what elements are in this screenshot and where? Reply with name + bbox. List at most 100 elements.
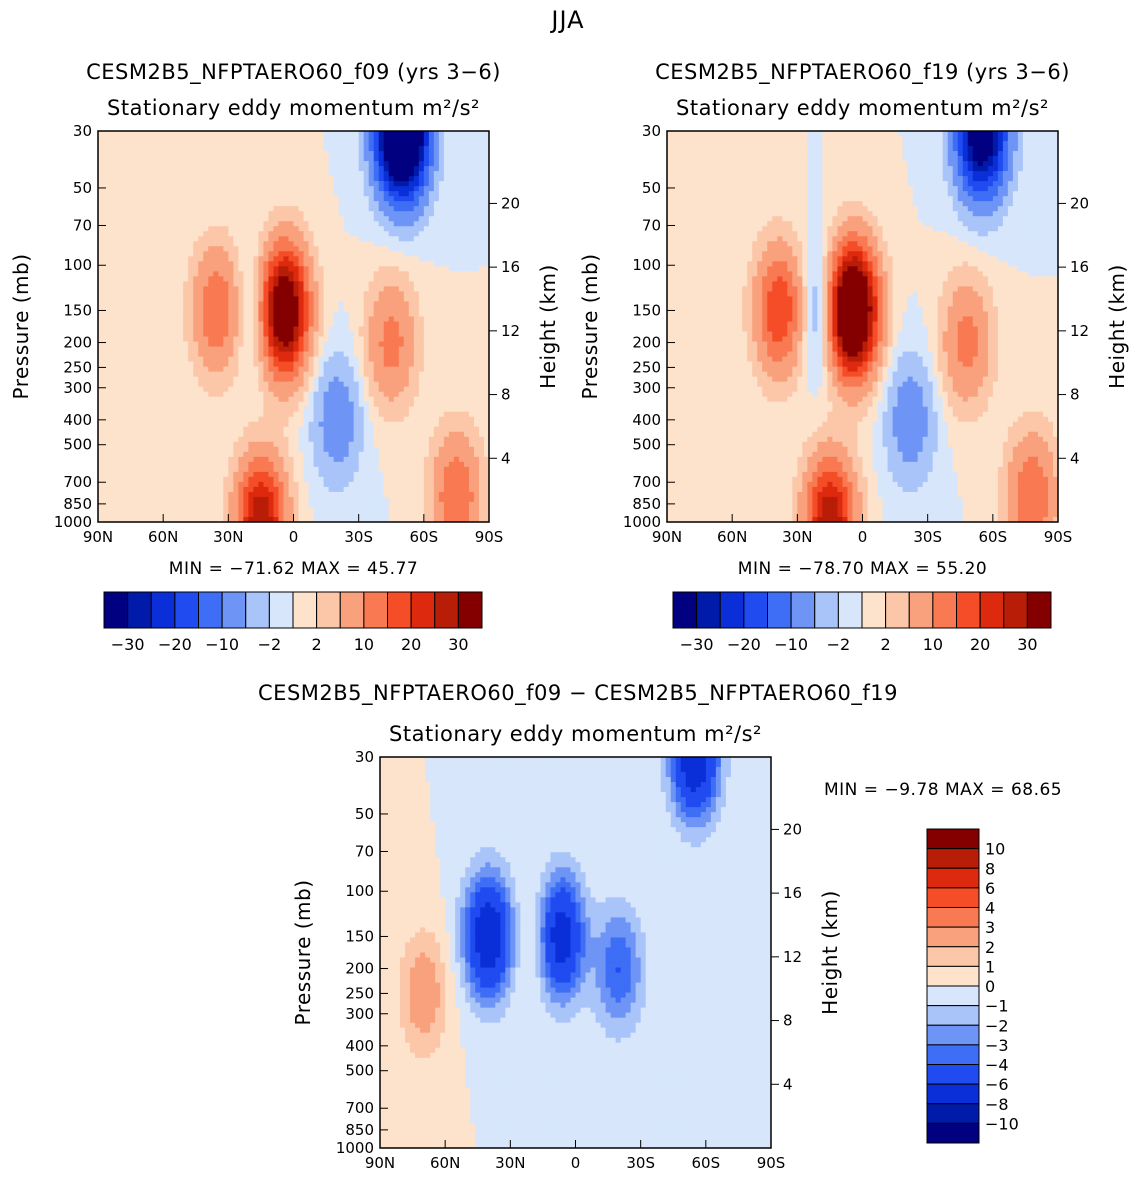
contour-cell bbox=[473, 431, 480, 438]
contour-cell bbox=[213, 431, 219, 438]
contour-cell bbox=[313, 191, 320, 197]
contour-cell bbox=[173, 341, 179, 348]
contour-cell bbox=[408, 191, 415, 197]
contour-cell bbox=[298, 211, 305, 217]
contour-cell bbox=[113, 176, 119, 182]
contour-cell bbox=[378, 271, 385, 277]
contour-cell bbox=[343, 331, 350, 338]
contour-cell bbox=[258, 191, 265, 197]
contour-cell bbox=[348, 226, 355, 232]
contour-cell bbox=[313, 346, 320, 353]
contour-cell bbox=[193, 236, 199, 242]
contour-cell bbox=[328, 201, 335, 207]
contour-cell bbox=[223, 316, 229, 323]
contour-cell bbox=[258, 406, 265, 413]
contour-cell bbox=[378, 156, 385, 162]
contour-cell bbox=[298, 181, 305, 187]
contour-cell bbox=[313, 266, 320, 272]
contour-cell bbox=[308, 341, 315, 348]
contour-cell bbox=[118, 291, 124, 298]
contour-cell bbox=[173, 406, 179, 413]
contour-cell bbox=[483, 361, 489, 368]
contour-cell bbox=[203, 386, 209, 393]
contour-cell bbox=[208, 346, 214, 353]
contour-cell bbox=[138, 136, 144, 142]
contour-cell bbox=[248, 401, 254, 408]
contour-cell bbox=[278, 376, 285, 383]
contour-cell bbox=[253, 356, 260, 363]
contour-cell bbox=[128, 406, 134, 413]
contour-cell bbox=[443, 151, 450, 157]
contour-cell bbox=[298, 306, 305, 313]
contour-cell bbox=[98, 211, 104, 217]
contour-cell bbox=[293, 221, 300, 227]
contour-cell bbox=[158, 301, 164, 308]
contour-cell bbox=[233, 166, 239, 172]
contour-cell bbox=[318, 286, 325, 293]
contour-cell bbox=[468, 356, 475, 363]
contour-cell bbox=[278, 176, 285, 182]
contour-cell bbox=[433, 421, 440, 428]
contour-cell bbox=[123, 201, 129, 207]
contour-cell bbox=[183, 366, 189, 373]
contour-cell bbox=[198, 316, 204, 323]
contour-cell bbox=[443, 436, 450, 443]
contour-cell bbox=[478, 401, 485, 408]
contour-cell bbox=[98, 321, 104, 328]
contour-cell bbox=[383, 431, 390, 438]
contour-cell bbox=[403, 276, 410, 282]
contour-cell bbox=[228, 256, 234, 262]
contour-cell bbox=[323, 301, 330, 308]
contour-cell bbox=[383, 186, 390, 192]
contour-cell bbox=[423, 231, 430, 237]
contour-cell bbox=[433, 136, 440, 142]
contour-cell bbox=[223, 331, 229, 338]
contour-cell bbox=[463, 151, 470, 157]
contour-cell bbox=[218, 426, 224, 433]
contour-cell bbox=[158, 426, 164, 433]
contour-cell bbox=[423, 211, 430, 217]
contour-cell bbox=[263, 351, 270, 358]
contour-cell bbox=[428, 311, 435, 318]
contour-cell bbox=[388, 331, 395, 338]
contour-cell bbox=[438, 396, 445, 403]
contour-cell bbox=[393, 336, 400, 343]
contour-cell bbox=[233, 426, 239, 433]
contour-cell bbox=[163, 286, 169, 293]
contour-cell bbox=[333, 366, 340, 373]
contour-cell bbox=[133, 281, 139, 287]
contour-cell bbox=[253, 381, 260, 388]
contour-cell bbox=[303, 201, 310, 207]
contour-cell bbox=[148, 171, 154, 177]
contour-cell bbox=[383, 181, 390, 187]
contour-cell bbox=[473, 341, 480, 348]
contour-cell bbox=[203, 286, 209, 293]
contour-cell bbox=[483, 386, 489, 393]
contour-cell bbox=[283, 406, 290, 413]
contour-cell bbox=[248, 281, 254, 287]
contour-cell bbox=[388, 236, 395, 242]
contour-cell bbox=[398, 401, 405, 408]
contour-cell bbox=[463, 426, 470, 433]
contour-cell bbox=[378, 216, 385, 222]
contour-cell bbox=[373, 271, 380, 277]
contour-cell bbox=[153, 406, 159, 413]
contour-cell bbox=[133, 271, 139, 277]
contour-cell bbox=[108, 386, 114, 393]
contour-cell bbox=[473, 316, 480, 323]
contour-cell bbox=[128, 216, 134, 222]
contour-cell bbox=[208, 206, 214, 212]
contour-cell bbox=[473, 381, 480, 388]
contour-cell bbox=[248, 236, 254, 242]
contour-cell bbox=[193, 241, 199, 247]
contour-cell bbox=[428, 296, 435, 303]
contour-cell bbox=[108, 401, 114, 408]
contour-cell bbox=[248, 261, 254, 267]
contour-cell bbox=[233, 281, 239, 287]
contour-cell bbox=[438, 291, 445, 298]
contour-cell bbox=[253, 346, 260, 353]
contour-cell bbox=[238, 201, 244, 207]
contour-cell bbox=[443, 196, 450, 202]
contour-cell bbox=[178, 206, 184, 212]
contour-cell bbox=[328, 371, 335, 378]
